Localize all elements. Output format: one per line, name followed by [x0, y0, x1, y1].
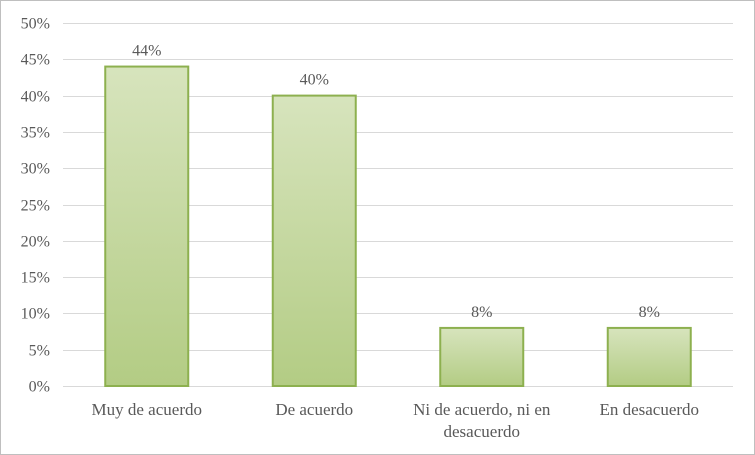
x-tick-label: Ni de acuerdo, ni en desacuerdo: [413, 400, 551, 441]
bar: [606, 326, 692, 388]
x-tick-label: Muy de acuerdo: [92, 400, 202, 419]
bar: [271, 94, 357, 387]
x-tick-label-line: De acuerdo: [275, 400, 353, 419]
data-label: 8%: [471, 304, 492, 321]
y-tick-label: 25%: [21, 198, 50, 215]
y-tick-label: 30%: [21, 161, 50, 178]
y-tick-label: 5%: [29, 343, 50, 360]
y-axis-tick-labels: 0% 5% 10% 15% 20% 25% 30% 35% 40% 45% 50%: [21, 16, 50, 396]
y-tick-label: 15%: [21, 270, 50, 287]
x-tick-label: De acuerdo: [275, 400, 353, 419]
x-tick-label-line: En desacuerdo: [599, 400, 699, 419]
bars: [104, 65, 692, 388]
y-tick-label: 20%: [21, 234, 50, 251]
data-label: 40%: [300, 72, 329, 89]
x-axis-category-labels: Muy de acuerdo De acuerdo Ni de acuerdo, n…: [92, 400, 700, 441]
bar: [104, 65, 190, 387]
y-tick-label: 0%: [29, 379, 50, 396]
x-tick-label-line: Ni de acuerdo, ni en: [413, 400, 551, 419]
bar: [439, 326, 525, 388]
data-label: 8%: [639, 304, 660, 321]
x-tick-label: En desacuerdo: [599, 400, 699, 419]
x-tick-label-line: Muy de acuerdo: [92, 400, 202, 419]
data-label: 44%: [132, 43, 161, 60]
data-labels: 44% 40% 8% 8%: [132, 43, 660, 321]
y-tick-label: 35%: [21, 125, 50, 142]
y-tick-label: 10%: [21, 306, 50, 323]
x-tick-label-line: desacuerdo: [444, 422, 520, 441]
y-tick-label: 45%: [21, 52, 50, 69]
y-tick-label: 40%: [21, 89, 50, 106]
y-tick-label: 50%: [21, 16, 50, 33]
